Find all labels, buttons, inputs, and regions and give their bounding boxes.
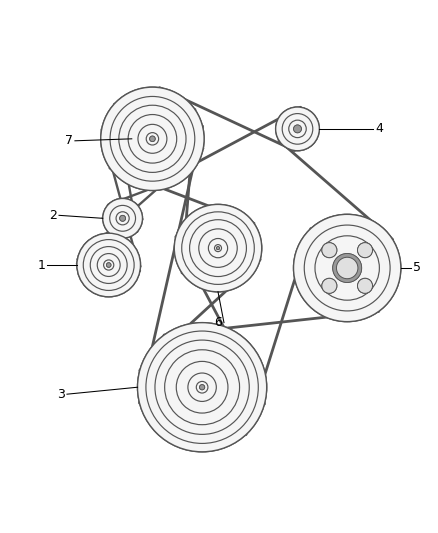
Circle shape — [101, 87, 204, 190]
Circle shape — [103, 198, 142, 238]
Circle shape — [333, 254, 362, 282]
Circle shape — [106, 263, 111, 267]
Circle shape — [336, 257, 358, 279]
Circle shape — [357, 278, 373, 293]
Circle shape — [276, 107, 319, 151]
Text: 5: 5 — [413, 262, 421, 274]
Circle shape — [101, 87, 204, 190]
Circle shape — [138, 322, 267, 452]
Circle shape — [293, 125, 301, 133]
Circle shape — [174, 204, 262, 292]
Circle shape — [138, 322, 267, 452]
Circle shape — [336, 257, 358, 279]
Circle shape — [322, 278, 337, 293]
Text: 3: 3 — [57, 387, 65, 401]
Circle shape — [216, 247, 219, 249]
Circle shape — [106, 263, 111, 267]
Circle shape — [103, 198, 142, 238]
Circle shape — [120, 215, 126, 221]
Circle shape — [357, 243, 373, 257]
Circle shape — [293, 125, 301, 133]
Circle shape — [199, 385, 205, 390]
Text: 4: 4 — [375, 123, 383, 135]
Circle shape — [150, 136, 155, 142]
Circle shape — [150, 136, 155, 142]
Circle shape — [322, 243, 337, 257]
Circle shape — [322, 243, 337, 257]
Circle shape — [276, 107, 319, 151]
Circle shape — [77, 233, 141, 297]
Circle shape — [174, 204, 262, 292]
Text: 2: 2 — [49, 209, 57, 222]
Circle shape — [357, 243, 373, 257]
Circle shape — [357, 278, 373, 293]
Text: 1: 1 — [37, 259, 45, 271]
Circle shape — [322, 278, 337, 293]
Text: 7: 7 — [65, 134, 73, 147]
Circle shape — [216, 247, 219, 249]
Circle shape — [199, 385, 205, 390]
Circle shape — [293, 214, 401, 321]
Circle shape — [77, 233, 141, 297]
Text: 6: 6 — [214, 316, 222, 329]
Circle shape — [120, 215, 126, 221]
Circle shape — [293, 214, 401, 321]
Circle shape — [333, 254, 362, 282]
